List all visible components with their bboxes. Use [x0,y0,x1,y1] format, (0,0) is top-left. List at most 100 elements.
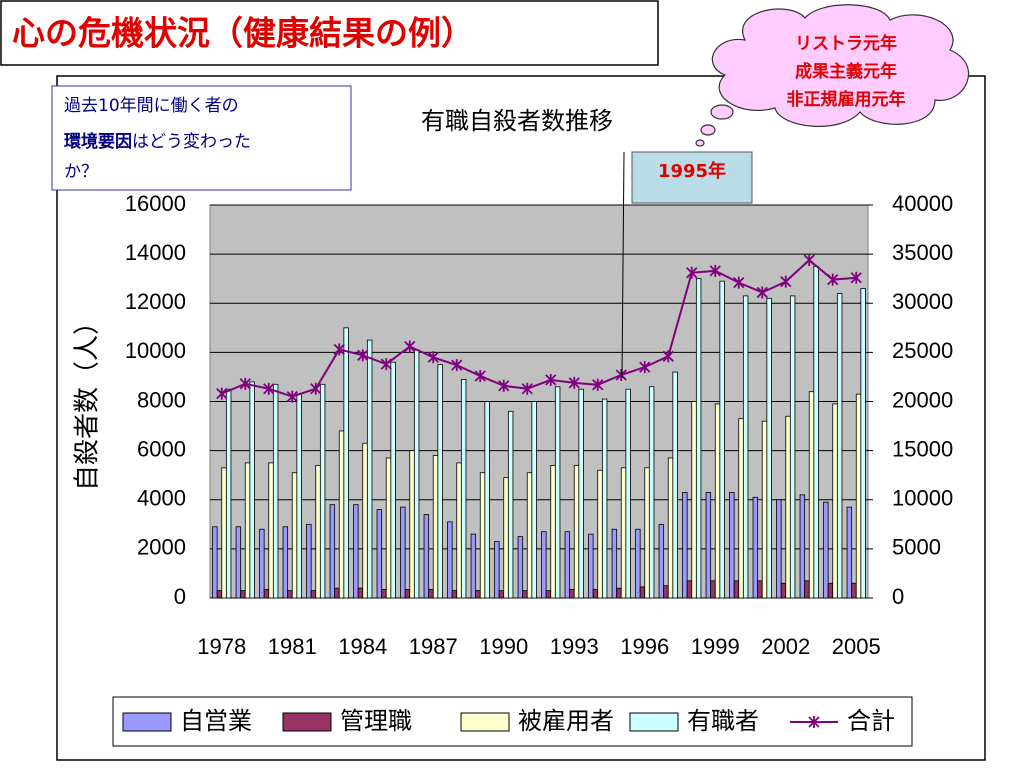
marker [404,340,416,353]
bar [597,469,603,599]
bar [291,472,298,599]
bar [423,514,430,599]
bar [682,491,688,599]
bar [475,590,481,599]
bar [752,496,759,599]
bar [578,388,584,599]
y2-tick-label: 35000 [892,240,953,265]
bar [310,590,317,599]
bar [498,590,505,599]
bar [531,401,537,599]
bar [766,297,772,599]
y-tick-label: 8000 [137,387,186,412]
bar [272,383,279,599]
y-tick-label: 2000 [137,535,186,560]
x-tick-label: 1996 [620,634,669,659]
bar [658,523,665,599]
legend [112,696,913,747]
legend-label: 管理職 [340,707,412,735]
y-tick-label: 4000 [137,486,186,511]
legend-label: 有職者 [687,707,759,735]
legend-swatch [460,712,510,732]
bar [729,491,735,599]
bar [362,442,368,599]
bar [329,504,336,599]
bar [479,472,486,599]
cloud-bubble [710,104,734,120]
bar [366,339,373,599]
note-text: 環境要因はどう変わった [64,131,251,152]
bar [296,393,302,599]
legend-swatch [122,712,172,732]
bar [808,391,815,599]
bar [432,455,439,599]
bar [221,467,227,599]
bar [235,526,242,599]
bar [742,295,749,599]
bar [447,521,453,599]
note-emphasis: 環境要因 [64,131,132,152]
y2-tick-label: 10000 [892,486,953,511]
bar [306,523,312,599]
cloud-text: リストラ元年 [795,33,897,54]
bar [385,457,392,599]
y2-tick-label: 15000 [892,436,953,461]
marker [733,276,745,289]
bar [494,541,500,599]
legend-label: 合計 [847,707,895,735]
bar [460,378,467,599]
bar [761,420,768,599]
y-tick-label: 6000 [137,436,186,461]
cloud-bubble [695,139,705,147]
bar [268,462,274,599]
bar [620,467,627,599]
bar [381,589,387,599]
bar [851,582,857,599]
bar [503,477,509,599]
bar [357,587,364,599]
marker [592,378,604,391]
bar [799,494,806,599]
marker [357,349,369,362]
cloud-text: 非正規雇用元年 [787,89,906,110]
marker [780,275,792,288]
marker [756,286,768,299]
bar [827,582,834,599]
bar [569,589,575,599]
bar [404,589,411,599]
marker [427,351,439,364]
callout-line [621,151,625,379]
x-tick-label: 1984 [338,634,387,659]
bar [785,415,791,599]
bar [616,587,622,599]
legend-label: 被雇用者 [518,707,614,735]
bar [695,278,702,599]
bar [240,590,246,599]
marker [239,377,251,390]
bar [719,280,725,599]
y2-tick-label: 0 [892,584,904,609]
callout-box [631,151,753,204]
bar [789,295,796,599]
legend-label: 自営業 [180,707,252,735]
marker [498,379,510,392]
bar [484,401,490,599]
bar [804,580,810,599]
note-text: 過去10年間に働く者の [64,96,239,116]
bar [776,499,782,599]
bar [212,526,218,599]
cloud-shape [712,4,970,127]
marker [803,254,815,267]
bar [714,403,721,599]
y2-tick-label: 20000 [892,387,953,412]
marker [474,369,486,382]
bar [635,528,641,599]
bar [390,361,396,599]
bar [564,531,571,599]
bar [780,582,787,599]
bar [376,509,383,599]
marker [545,373,557,386]
callout-text: 1995年 [658,160,726,182]
cloud [695,4,970,147]
bar [319,383,326,599]
